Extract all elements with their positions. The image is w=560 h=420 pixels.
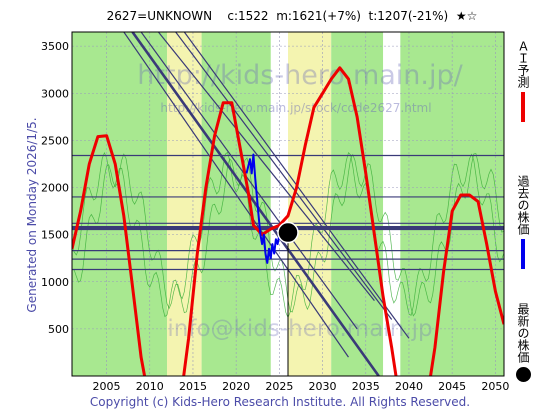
latest-price-point <box>277 221 299 244</box>
chart-title: 2627=UNKNOWN c:1522 m:1621(+7%) t:1207(-… <box>106 9 478 23</box>
x-tick-label: 2010 <box>136 380 164 393</box>
past-price-line <box>245 153 285 264</box>
legend-latest-price: 最新の株価 <box>513 303 533 382</box>
watermark-url-large: http://kids-hero.main.jp/ <box>137 60 463 91</box>
band-green <box>72 32 168 376</box>
x-tick-label: 2020 <box>222 380 250 393</box>
channel-line <box>123 32 349 358</box>
ai-forecast-line <box>72 66 504 376</box>
y-tick-label: 1000 <box>41 276 69 289</box>
y-tick-label: 2000 <box>41 182 69 195</box>
x-tick-label: 2015 <box>179 380 207 393</box>
x-tick-label: 2035 <box>352 380 380 393</box>
legend-ai-swatch <box>521 92 525 122</box>
y-tick-label: 2500 <box>41 134 69 147</box>
x-tick-label: 2040 <box>395 380 423 393</box>
plot-frame <box>71 31 505 377</box>
channel-line <box>140 32 358 330</box>
copyright-footer: Copyright (c) Kids-Hero Research Institu… <box>89 395 471 409</box>
legend-ai-label: ＡＩ予測 <box>516 40 530 88</box>
channel-line <box>131 32 380 376</box>
x-tick-label: 2030 <box>309 380 337 393</box>
legend-latest-label: 最新の株価 <box>516 303 530 363</box>
channel-line <box>175 32 393 320</box>
legend-ai-forecast: ＡＩ予測 <box>513 40 533 122</box>
y-tick-label: 3500 <box>41 40 69 53</box>
y-tick-label: 1500 <box>41 229 69 242</box>
legend-latest-dot <box>515 367 531 382</box>
legend-past-price: 過去の株価 <box>513 175 533 269</box>
band-green <box>331 32 384 376</box>
x-tick-label: 2005 <box>93 380 121 393</box>
watermark-url-small: http://kids-hero.main.jp/stock/code2627.… <box>160 101 431 115</box>
legend-past-label: 過去の株価 <box>516 175 530 235</box>
y-tick-label: 500 <box>48 323 69 336</box>
x-tick-label: 2025 <box>265 380 293 393</box>
channel-line <box>157 32 375 301</box>
y-tick-label: 3000 <box>41 87 69 100</box>
legend-past-swatch <box>521 239 525 269</box>
x-tick-label: 2050 <box>481 380 509 393</box>
x-tick-label: 2045 <box>438 380 466 393</box>
watermark-email: info@kids-hero.main.jp <box>167 316 432 342</box>
